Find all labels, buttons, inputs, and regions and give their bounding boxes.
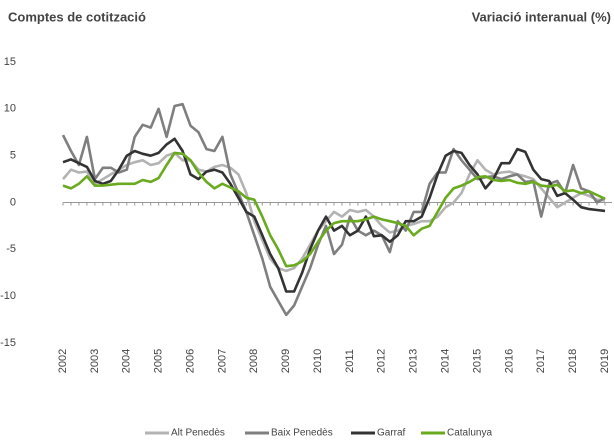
- y-tick-label: 5: [10, 150, 16, 162]
- x-tick-label: 2008: [248, 349, 260, 373]
- legend-label: Baix Penedès: [271, 428, 333, 439]
- y-tick-label: -15: [0, 337, 16, 349]
- legend-label: Garraf: [377, 428, 406, 439]
- y-axis-title: Variació interanual (%): [472, 9, 611, 24]
- y-tick-label: 0: [10, 196, 16, 208]
- x-tick-label: 2017: [535, 349, 547, 373]
- x-tick-label: 2011: [344, 349, 356, 373]
- x-tick-label: 2018: [567, 349, 579, 373]
- x-tick-label: 2015: [471, 349, 483, 373]
- x-tick-label: 2012: [376, 349, 388, 373]
- x-tick-label: 2019: [599, 349, 611, 373]
- series-line: [62, 151, 606, 273]
- x-tick-label: 2004: [121, 349, 133, 373]
- chart-title: Comptes de cotització: [8, 9, 146, 24]
- x-tick-label: 2009: [280, 349, 292, 373]
- legend-label: Alt Penedès: [171, 428, 225, 439]
- series-line: [62, 151, 606, 268]
- x-tick-label: 2002: [57, 349, 69, 373]
- series-line: [62, 137, 606, 293]
- x-tick-label: 2003: [89, 349, 101, 373]
- x-tick-label: 2013: [408, 349, 420, 373]
- x-tick-label: 2016: [503, 349, 515, 373]
- y-tick-label: 10: [4, 103, 16, 115]
- y-tick-label: -5: [6, 243, 16, 255]
- x-tick-label: 2006: [184, 349, 196, 373]
- x-tick-label: 2005: [153, 349, 165, 373]
- legend-label: Catalunya: [447, 428, 492, 439]
- x-tick-label: 2010: [312, 349, 324, 373]
- x-tick-label: 2014: [439, 349, 451, 373]
- y-tick-label: -10: [0, 290, 16, 302]
- y-tick-label: 15: [4, 56, 16, 68]
- series-line: [61, 102, 606, 317]
- x-tick-label: 2007: [216, 349, 228, 373]
